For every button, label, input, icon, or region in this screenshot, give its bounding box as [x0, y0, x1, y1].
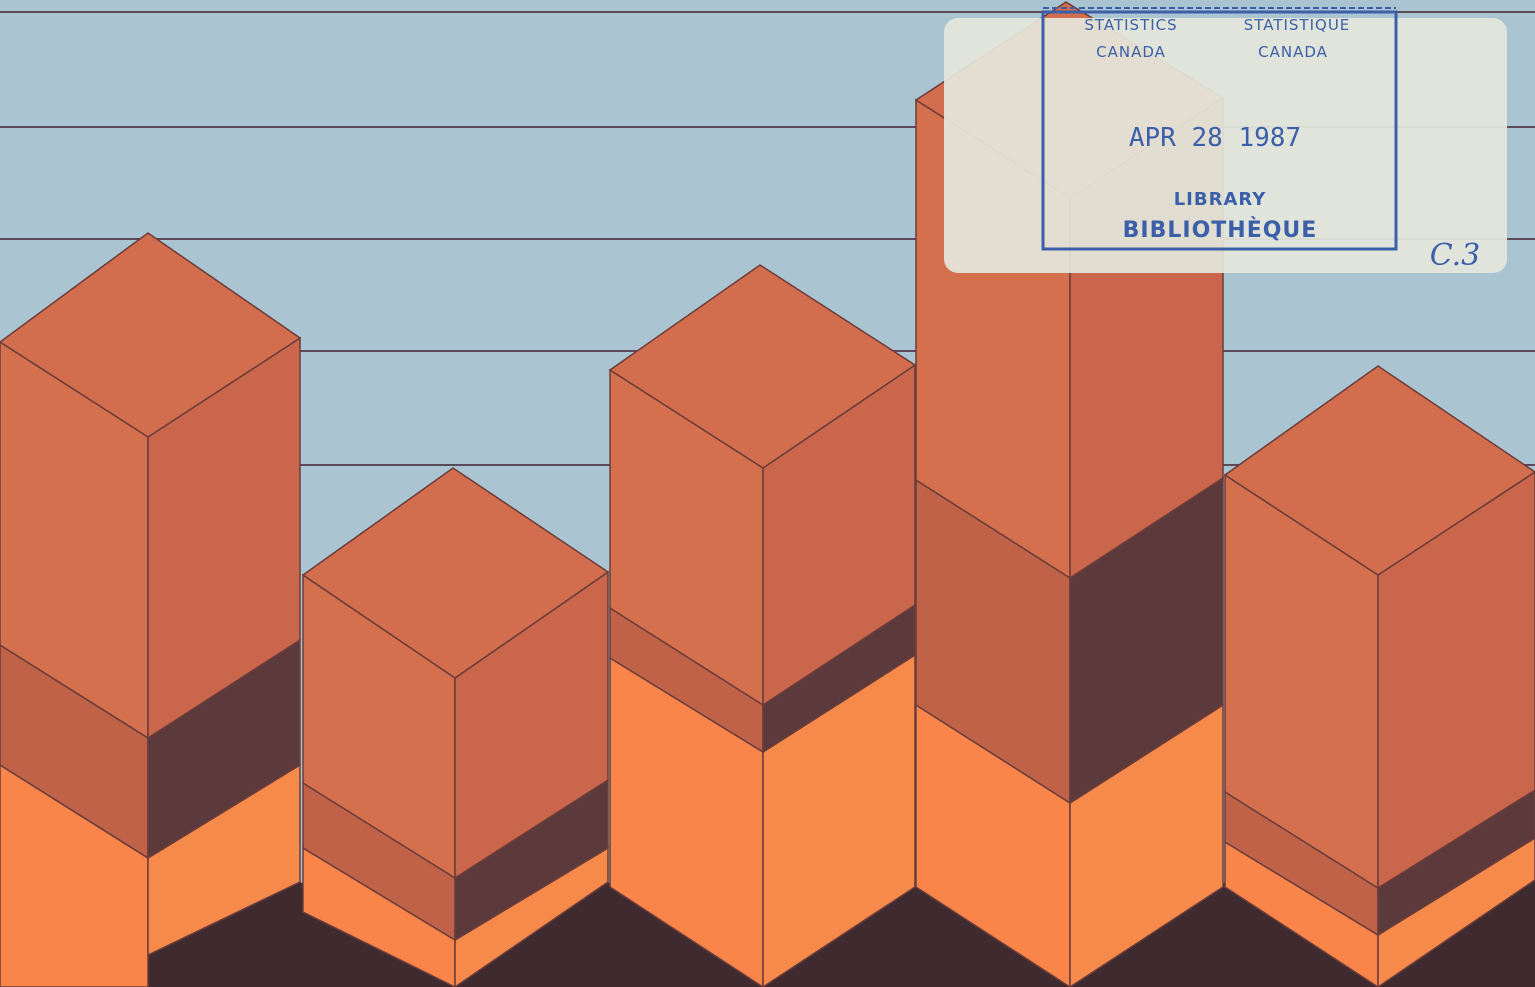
block-2 — [301, 467, 610, 987]
stamp-statistics-fr: STATISTIQUE — [1244, 16, 1351, 34]
stamp-date: APR 28 1987 — [1129, 123, 1301, 153]
stamp-border — [1041, 10, 1398, 251]
block-5 — [1223, 365, 1535, 987]
base-band — [0, 880, 1535, 987]
block-1-top — [0, 232, 302, 438]
stamp-canada-en: CANADA — [1096, 43, 1166, 61]
handwritten-copy-number: C.3 — [1430, 238, 1481, 273]
stamp-bibliotheque: BIBLIOTHÈQUE — [1123, 217, 1318, 243]
block-3-top — [608, 264, 917, 469]
stamp-library: LIBRARY — [1174, 189, 1267, 210]
block-1 — [0, 232, 302, 987]
block-5-top — [1223, 365, 1535, 576]
library-stamp: STATISTICS STATISTIQUE CANADA CANADA APR… — [944, 7, 1507, 273]
stamp-paper — [944, 18, 1507, 273]
block-3 — [608, 264, 917, 987]
stamp-canada-fr: CANADA — [1258, 43, 1328, 61]
stamp-statistics-en: STATISTICS — [1084, 16, 1177, 34]
block-2-top — [301, 467, 610, 679]
